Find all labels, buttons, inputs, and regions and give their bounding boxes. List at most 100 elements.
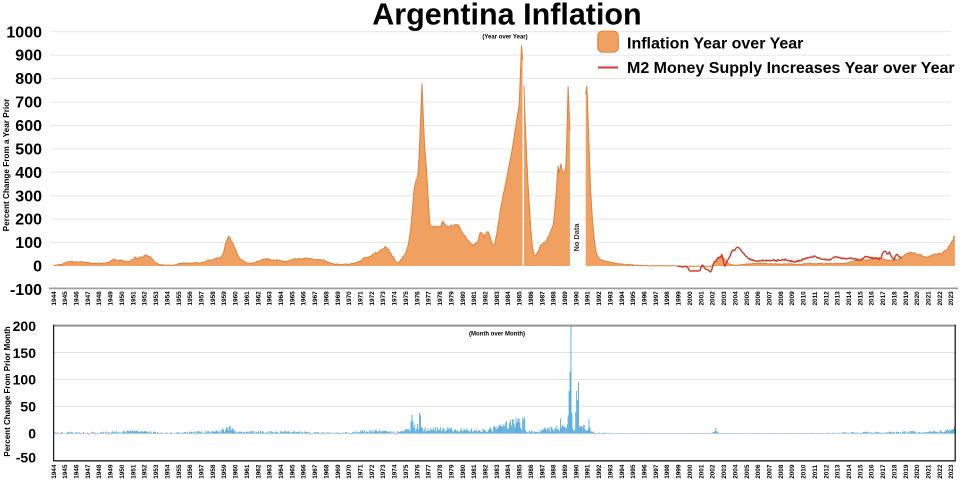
svg-text:1985: 1985 bbox=[517, 291, 524, 306]
svg-text:1972: 1972 bbox=[369, 464, 376, 479]
svg-text:2007: 2007 bbox=[766, 464, 773, 479]
svg-text:2021: 2021 bbox=[926, 291, 933, 306]
svg-text:1946: 1946 bbox=[74, 464, 81, 479]
svg-text:2017: 2017 bbox=[880, 291, 887, 306]
svg-text:1971: 1971 bbox=[358, 291, 365, 306]
svg-text:2004: 2004 bbox=[732, 291, 739, 306]
svg-text:2021: 2021 bbox=[926, 464, 933, 479]
svg-text:2015: 2015 bbox=[857, 291, 864, 306]
svg-text:1974: 1974 bbox=[392, 291, 399, 306]
svg-text:1960: 1960 bbox=[233, 464, 240, 479]
svg-text:1975: 1975 bbox=[403, 464, 410, 479]
svg-text:1965: 1965 bbox=[289, 464, 296, 479]
svg-text:2019: 2019 bbox=[903, 464, 910, 479]
svg-text:1994: 1994 bbox=[619, 291, 626, 306]
svg-text:1985: 1985 bbox=[517, 464, 524, 479]
svg-text:1958: 1958 bbox=[210, 291, 217, 306]
svg-text:2002: 2002 bbox=[710, 464, 717, 479]
svg-text:2016: 2016 bbox=[869, 291, 876, 306]
svg-text:2017: 2017 bbox=[880, 464, 887, 479]
svg-text:2001: 2001 bbox=[698, 464, 705, 479]
svg-text:800: 800 bbox=[15, 71, 42, 88]
svg-text:2003: 2003 bbox=[721, 291, 728, 306]
svg-text:0: 0 bbox=[28, 426, 36, 442]
svg-text:1948: 1948 bbox=[96, 464, 103, 479]
svg-text:1950: 1950 bbox=[119, 464, 126, 479]
svg-text:2004: 2004 bbox=[732, 464, 739, 479]
svg-text:2023: 2023 bbox=[948, 291, 955, 306]
svg-text:1967: 1967 bbox=[312, 464, 319, 479]
svg-text:1968: 1968 bbox=[323, 464, 330, 479]
svg-text:1999: 1999 bbox=[676, 291, 683, 306]
svg-text:1958: 1958 bbox=[210, 464, 217, 479]
svg-text:1974: 1974 bbox=[392, 464, 399, 479]
svg-text:2001: 2001 bbox=[698, 291, 705, 306]
svg-text:1989: 1989 bbox=[562, 291, 569, 306]
svg-text:700: 700 bbox=[15, 95, 42, 112]
svg-text:400: 400 bbox=[15, 165, 42, 182]
svg-text:1951: 1951 bbox=[130, 464, 137, 479]
svg-text:1962: 1962 bbox=[255, 291, 262, 306]
svg-text:900: 900 bbox=[15, 48, 42, 65]
svg-text:1981: 1981 bbox=[471, 464, 478, 479]
svg-text:1959: 1959 bbox=[221, 464, 228, 479]
svg-text:1984: 1984 bbox=[505, 291, 512, 306]
svg-text:2008: 2008 bbox=[778, 464, 785, 479]
svg-text:1982: 1982 bbox=[482, 464, 489, 479]
svg-text:1952: 1952 bbox=[142, 464, 149, 479]
svg-text:(Year over Year): (Year over Year) bbox=[482, 35, 527, 41]
svg-text:1955: 1955 bbox=[176, 291, 183, 306]
svg-text:1949: 1949 bbox=[108, 464, 115, 479]
svg-text:1982: 1982 bbox=[482, 291, 489, 306]
svg-text:1956: 1956 bbox=[187, 464, 194, 479]
svg-text:2014: 2014 bbox=[846, 464, 853, 479]
svg-text:1953: 1953 bbox=[153, 464, 160, 479]
svg-text:1996: 1996 bbox=[642, 464, 649, 479]
svg-text:Percent Change From a Year Pri: Percent Change From a Year Prior bbox=[2, 98, 11, 232]
svg-text:2012: 2012 bbox=[823, 291, 830, 306]
svg-text:1957: 1957 bbox=[198, 291, 205, 306]
svg-text:0: 0 bbox=[33, 259, 42, 276]
svg-text:1944: 1944 bbox=[51, 464, 58, 479]
svg-text:1963: 1963 bbox=[267, 464, 274, 479]
svg-text:1945: 1945 bbox=[62, 464, 69, 479]
svg-text:200: 200 bbox=[13, 318, 37, 334]
svg-text:1988: 1988 bbox=[551, 291, 558, 306]
svg-text:2022: 2022 bbox=[937, 291, 944, 306]
svg-text:1972: 1972 bbox=[369, 291, 376, 306]
svg-text:Percent Change From Prior Mont: Percent Change From Prior Month bbox=[3, 326, 12, 456]
svg-text:1990: 1990 bbox=[573, 291, 580, 306]
svg-text:1965: 1965 bbox=[289, 291, 296, 306]
svg-text:2011: 2011 bbox=[812, 464, 819, 478]
svg-text:1948: 1948 bbox=[96, 291, 103, 306]
svg-text:2012: 2012 bbox=[823, 464, 830, 479]
svg-text:100: 100 bbox=[13, 372, 37, 388]
svg-text:1944: 1944 bbox=[51, 291, 58, 306]
svg-text:1995: 1995 bbox=[630, 464, 637, 479]
svg-text:50: 50 bbox=[20, 399, 36, 415]
svg-text:1984: 1984 bbox=[505, 464, 512, 479]
svg-text:2002: 2002 bbox=[710, 291, 717, 306]
svg-text:2020: 2020 bbox=[914, 464, 921, 479]
svg-text:1956: 1956 bbox=[187, 291, 194, 306]
svg-text:1986: 1986 bbox=[528, 464, 535, 479]
svg-text:1953: 1953 bbox=[153, 291, 160, 306]
svg-text:1997: 1997 bbox=[653, 464, 660, 479]
svg-text:2000: 2000 bbox=[687, 291, 694, 306]
svg-text:1951: 1951 bbox=[130, 291, 137, 306]
svg-text:2005: 2005 bbox=[744, 291, 751, 306]
svg-text:1990: 1990 bbox=[573, 464, 580, 479]
svg-text:1986: 1986 bbox=[528, 291, 535, 306]
svg-text:2013: 2013 bbox=[835, 464, 842, 479]
svg-text:2006: 2006 bbox=[755, 291, 762, 306]
svg-text:Inflation Year over Year: Inflation Year over Year bbox=[627, 36, 803, 53]
svg-text:1966: 1966 bbox=[301, 464, 308, 479]
svg-text:1979: 1979 bbox=[448, 291, 455, 306]
svg-text:2023: 2023 bbox=[948, 464, 955, 479]
svg-text:1993: 1993 bbox=[607, 464, 614, 479]
svg-text:1992: 1992 bbox=[596, 464, 603, 479]
svg-text:1976: 1976 bbox=[414, 291, 421, 306]
svg-text:1947: 1947 bbox=[85, 291, 92, 306]
svg-text:1967: 1967 bbox=[312, 291, 319, 306]
svg-text:1981: 1981 bbox=[471, 291, 478, 306]
